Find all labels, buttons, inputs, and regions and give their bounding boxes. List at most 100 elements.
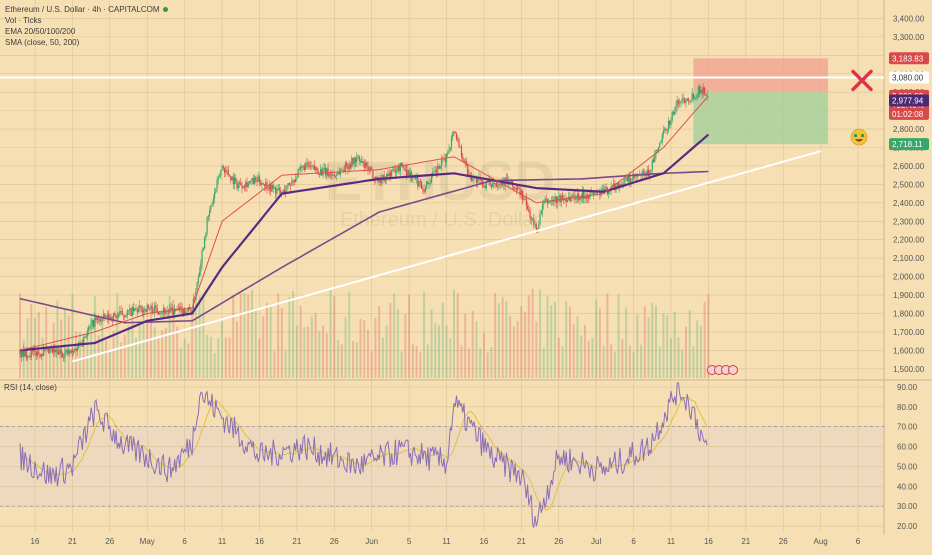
candle-body (146, 304, 148, 312)
candle-body (406, 170, 408, 176)
volume-bar (149, 308, 152, 378)
volume-bar (168, 295, 171, 378)
candle-body (516, 187, 519, 191)
candle-body (319, 169, 322, 175)
volume-bar (505, 300, 508, 378)
candle-body (334, 175, 337, 177)
candle-body (323, 168, 325, 169)
rsi-line[interactable] (19, 382, 708, 528)
volume-bar (63, 308, 66, 378)
candle-body (393, 168, 395, 170)
volume-bar (123, 334, 126, 378)
candle-body (329, 173, 332, 175)
volume-bar (310, 316, 313, 378)
candle-body (112, 313, 115, 321)
candle-body (386, 173, 388, 180)
candle-body (684, 98, 686, 104)
candle-body (489, 179, 491, 185)
candle-body (455, 133, 458, 140)
candle-body (452, 131, 454, 137)
candle-body (694, 98, 696, 100)
candle-body (561, 195, 564, 199)
candle-body (433, 171, 435, 173)
events-icon[interactable] (707, 365, 738, 375)
volume-bar (396, 308, 399, 378)
candle-body (352, 157, 354, 164)
stop-loss-zone[interactable] (693, 58, 829, 93)
candle-body (253, 177, 256, 185)
candle-body (43, 349, 45, 357)
candle-body (99, 318, 101, 322)
ema-legend[interactable]: EMA 20/50/100/200 (5, 27, 76, 36)
candle-body (318, 174, 320, 175)
candle-body (324, 168, 327, 176)
candle-body (367, 165, 369, 171)
sma-200-line[interactable] (19, 170, 709, 324)
volume-bar (303, 327, 306, 378)
candle-body (513, 186, 515, 190)
volume-bar (527, 295, 530, 378)
candle-body (91, 320, 93, 325)
candle-body (25, 349, 27, 358)
candle-body (423, 189, 425, 192)
volume-bar (378, 306, 381, 378)
candle-body (593, 191, 595, 195)
ema-50-line[interactable] (19, 133, 710, 352)
candle-body (641, 171, 643, 176)
candle-body (670, 119, 672, 125)
candle-body (217, 176, 219, 181)
candle-body (167, 310, 170, 313)
volume-bar (355, 342, 358, 378)
stop-price-tag-bg (889, 52, 929, 65)
ema-20-line[interactable] (19, 95, 709, 351)
volume-bar (568, 306, 571, 378)
rsi-tick-label: 40.00 (897, 482, 918, 491)
volume-bar (269, 306, 272, 378)
candle-body (661, 134, 663, 143)
candle-body (262, 183, 264, 185)
candle-body (36, 351, 39, 357)
volume-bar (628, 345, 631, 378)
candle-body (223, 167, 226, 173)
candle-body (199, 271, 201, 278)
candle-body (267, 188, 269, 190)
volume-bar (580, 335, 583, 378)
candle-body (215, 188, 217, 192)
candle-body (96, 317, 98, 321)
candle-body (305, 164, 307, 171)
candle-body (685, 100, 687, 104)
volume-bar (460, 345, 463, 378)
candle-body (64, 351, 66, 358)
candle-body (435, 170, 438, 173)
candle-body (378, 179, 380, 182)
candle-body (136, 309, 138, 313)
price-tick-label: 3,400.00 (893, 14, 925, 23)
candle-body (493, 183, 495, 185)
candle-body (579, 195, 581, 201)
candle-body (59, 349, 61, 355)
support-trendline[interactable] (72, 150, 821, 363)
volume-bar (598, 308, 601, 378)
volume-bar (194, 293, 197, 378)
candle-body (23, 349, 25, 356)
rsi-tick-label: 50.00 (897, 462, 918, 471)
candle-body (354, 157, 357, 163)
volume-bar (621, 339, 624, 378)
volume-legend[interactable]: Vol · Ticks (5, 16, 42, 25)
candle-body (265, 182, 267, 186)
candle-body (155, 305, 157, 308)
candle-body (207, 215, 209, 217)
candle-body (292, 180, 294, 182)
candle-body (76, 347, 78, 351)
candle-body (621, 184, 623, 186)
candle-body (595, 192, 597, 195)
time-tick-label: 26 (105, 537, 114, 546)
volume-bar (486, 352, 489, 378)
take-profit-zone[interactable] (693, 92, 829, 145)
rsi-legend[interactable]: RSI (14, close) (4, 383, 57, 392)
candle-body (230, 176, 232, 181)
symbol-legend[interactable]: Ethereum / U.S. Dollar · 4h · CAPITALCOM (5, 5, 168, 15)
sma-legend[interactable]: SMA (close, 50, 200) (5, 38, 80, 47)
volume-bar (595, 299, 598, 378)
